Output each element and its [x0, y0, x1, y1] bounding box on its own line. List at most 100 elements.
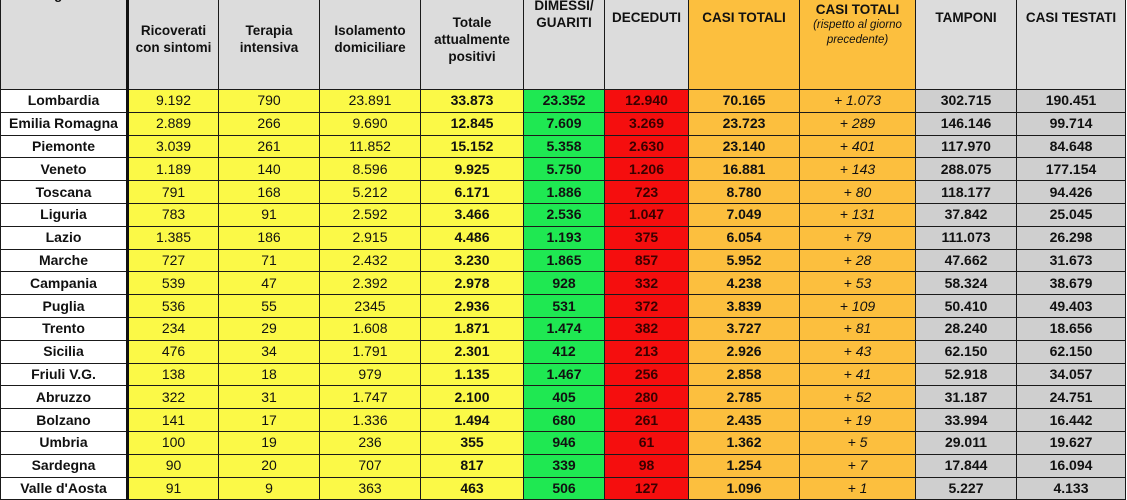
cell-regione: Valle d'Aosta [0, 476, 128, 500]
cell-casi-totali: 70.165 [688, 89, 800, 113]
cell-casi-totali-delta: + 289 [799, 111, 916, 136]
cell-terapia: 20 [218, 453, 320, 478]
cell-terapia: 266 [218, 111, 320, 136]
cell-terapia: 261 [218, 134, 320, 159]
cell-deceduti: 2.630 [604, 134, 689, 159]
cell-ricoverati: 791 [126, 180, 219, 204]
cell-terapia: 91 [218, 202, 320, 227]
table-row: Sardegna 90 20 707 817 339 98 1.254 + 7 … [0, 453, 1126, 478]
cell-regione: Campania [0, 271, 128, 296]
cell-casi-totali: 3.727 [688, 316, 800, 341]
cell-totale-positivi: 2.978 [420, 271, 524, 296]
cell-regione: Bolzano [0, 408, 128, 432]
cell-deceduti: 98 [604, 453, 689, 478]
table-header: Regione Ricoverati con sintomi Terapia i… [0, 0, 1126, 90]
cell-dimessi: 1.467 [523, 362, 605, 387]
cell-deceduti: 332 [604, 271, 689, 296]
cell-isolamento: 2.915 [319, 225, 421, 250]
cell-isolamento: 707 [319, 453, 421, 478]
cell-deceduti: 12.940 [604, 89, 689, 113]
cell-dimessi: 405 [523, 385, 605, 410]
cell-terapia: 19 [218, 430, 320, 455]
cell-casi-totali-delta: + 401 [799, 134, 916, 159]
cell-casi-testati: 25.045 [1016, 202, 1126, 227]
cell-totale-positivi: 12.845 [420, 111, 524, 136]
table-row: Friuli V.G. 138 18 979 1.135 1.467 256 2… [0, 362, 1126, 387]
cell-isolamento: 979 [319, 362, 421, 387]
cell-totale-positivi: 817 [420, 453, 524, 478]
cell-casi-totali-delta: + 41 [799, 362, 916, 387]
cell-terapia: 9 [218, 476, 320, 500]
cell-tamponi: 111.073 [915, 225, 1017, 250]
cell-isolamento: 2.392 [319, 271, 421, 296]
cell-ricoverati: 536 [126, 294, 219, 318]
cell-casi-totali: 4.238 [688, 271, 800, 296]
cell-dimessi: 506 [523, 476, 605, 500]
cell-regione: Lazio [0, 225, 128, 250]
table-row: Veneto 1.189 140 8.596 9.925 5.750 1.206… [0, 157, 1126, 182]
cell-regione: Sardegna [0, 453, 128, 478]
cell-dimessi: 680 [523, 408, 605, 432]
cell-tamponi: 50.410 [915, 294, 1017, 318]
cell-dimessi: 339 [523, 453, 605, 478]
cell-casi-totali-delta: + 53 [799, 271, 916, 296]
cell-totale-positivi: 9.925 [420, 157, 524, 182]
cell-ricoverati: 2.889 [126, 111, 219, 136]
cell-casi-totali-delta: + 79 [799, 225, 916, 250]
cell-tamponi: 33.994 [915, 408, 1017, 432]
cell-deceduti: 372 [604, 294, 689, 318]
table-row: Umbria 100 19 236 355 946 61 1.362 + 5 2… [0, 430, 1126, 455]
cell-casi-testati: 16.442 [1016, 408, 1126, 432]
cell-terapia: 71 [218, 248, 320, 273]
cell-tamponi: 62.150 [915, 339, 1017, 364]
header-casi-totali-delta-subtitle: (rispetto al giorno precedente) [813, 19, 902, 46]
cell-isolamento: 1.608 [319, 316, 421, 341]
cell-casi-testati: 4.133 [1016, 476, 1126, 500]
cell-deceduti: 723 [604, 180, 689, 204]
header-casi-totali-delta-title: CASI TOTALI [815, 2, 900, 17]
header-tamponi: TAMPONI [915, 0, 1017, 90]
cell-casi-totali: 1.362 [688, 430, 800, 455]
table-row: Trento 234 29 1.608 1.871 1.474 382 3.72… [0, 316, 1126, 341]
cell-totale-positivi: 2.100 [420, 385, 524, 410]
cell-ricoverati: 90 [126, 453, 219, 478]
cell-ricoverati: 783 [126, 202, 219, 227]
cell-isolamento: 1.336 [319, 408, 421, 432]
cell-totale-positivi: 2.301 [420, 339, 524, 364]
cell-regione: Liguria [0, 202, 128, 227]
cell-isolamento: 1.791 [319, 339, 421, 364]
cell-deceduti: 857 [604, 248, 689, 273]
cell-tamponi: 17.844 [915, 453, 1017, 478]
cell-tamponi: 37.842 [915, 202, 1017, 227]
cell-totale-positivi: 33.873 [420, 89, 524, 113]
cell-dimessi: 1.865 [523, 248, 605, 273]
cell-casi-testati: 19.627 [1016, 430, 1126, 455]
header-casi-totali-delta: CASI TOTALI (rispetto al giorno preceden… [799, 0, 916, 90]
cell-tamponi: 288.075 [915, 157, 1017, 182]
cell-dimessi: 1.193 [523, 225, 605, 250]
cell-dimessi: 1.474 [523, 316, 605, 341]
cell-tamponi: 302.715 [915, 89, 1017, 113]
cell-totale-positivi: 463 [420, 476, 524, 500]
cell-casi-totali: 3.839 [688, 294, 800, 318]
cell-dimessi: 2.536 [523, 202, 605, 227]
cell-isolamento: 1.747 [319, 385, 421, 410]
table-row: Lazio 1.385 186 2.915 4.486 1.193 375 6.… [0, 225, 1126, 250]
cell-casi-totali: 2.926 [688, 339, 800, 364]
cell-regione: Umbria [0, 430, 128, 455]
cell-totale-positivi: 4.486 [420, 225, 524, 250]
cell-isolamento: 236 [319, 430, 421, 455]
cell-terapia: 55 [218, 294, 320, 318]
cell-casi-testati: 18.656 [1016, 316, 1126, 341]
cell-casi-totali: 8.780 [688, 180, 800, 204]
cell-totale-positivi: 1.135 [420, 362, 524, 387]
cell-casi-totali-delta: + 52 [799, 385, 916, 410]
cell-casi-totali-delta: + 7 [799, 453, 916, 478]
cell-terapia: 34 [218, 339, 320, 364]
table-row: Sicilia 476 34 1.791 2.301 412 213 2.926… [0, 339, 1126, 364]
cell-casi-totali: 16.881 [688, 157, 800, 182]
cell-totale-positivi: 355 [420, 430, 524, 455]
table-row: Bolzano 141 17 1.336 1.494 680 261 2.435… [0, 408, 1126, 432]
cell-regione: Abruzzo [0, 385, 128, 410]
